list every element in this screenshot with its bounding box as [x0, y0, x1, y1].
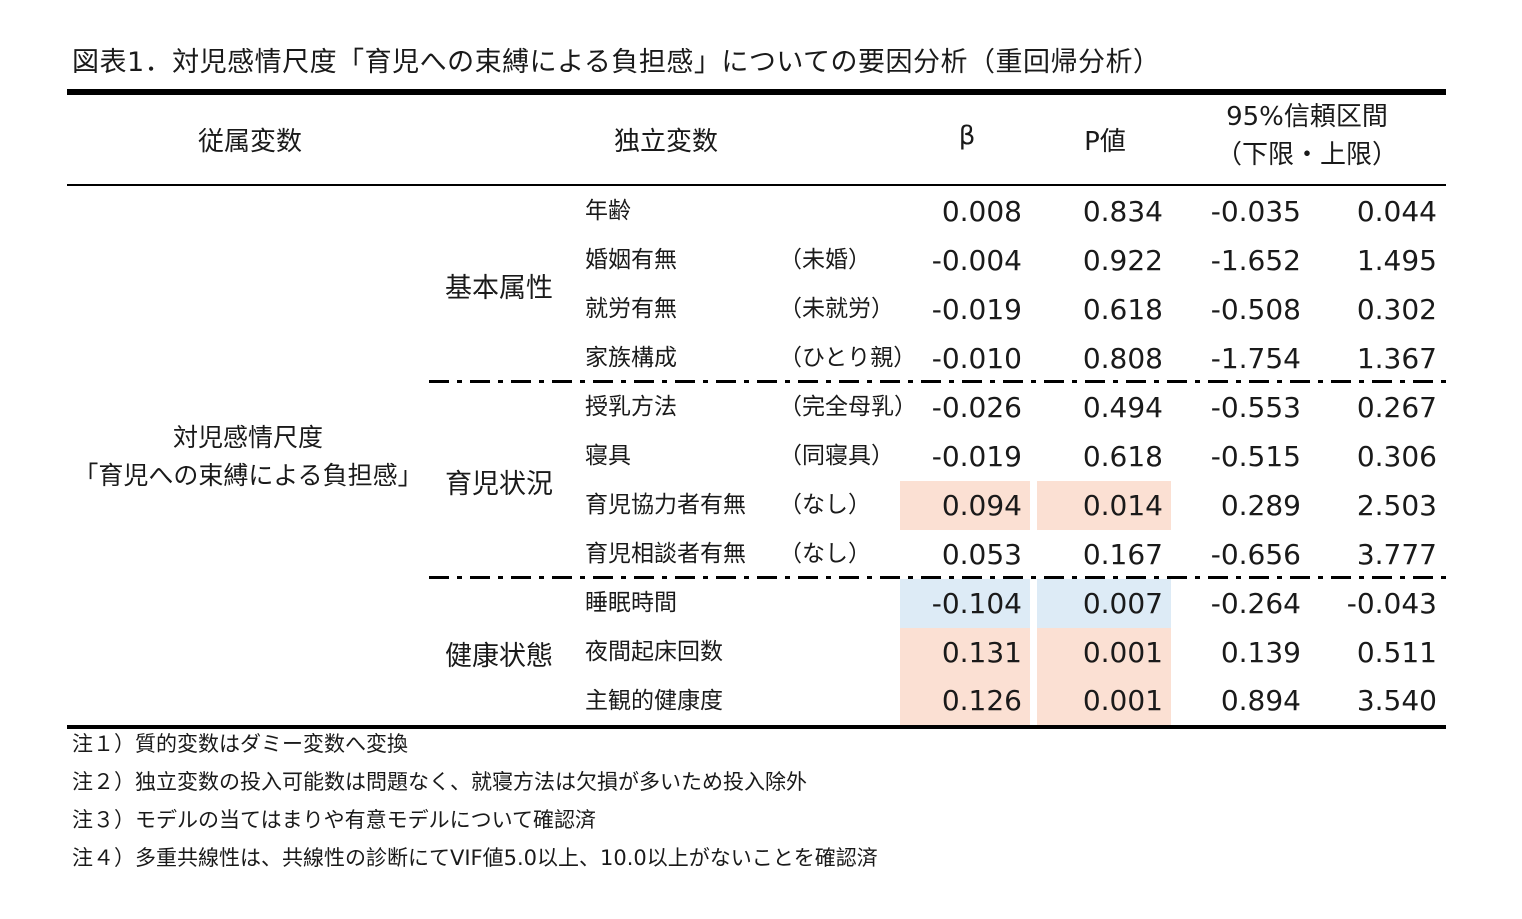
ci-upper: 1.367	[1356, 342, 1437, 375]
table-row: 婚姻有無 （未婚） -0.004 0.922 -1.652 1.495	[67, 236, 1446, 285]
p-value: 0.808	[1082, 342, 1163, 375]
reference-category: （同寝具）	[779, 443, 894, 469]
group-divider	[429, 380, 1446, 383]
reference-category: （ひとり親）	[779, 345, 917, 371]
reference-category: （なし）	[779, 492, 871, 518]
ci-lower: -0.264	[1210, 587, 1301, 620]
table-title: 図表1．対児感情尺度「育児への束縛による負担感」についての要因分析（重回帰分析）	[72, 47, 1161, 78]
header-beta: β	[958, 121, 976, 151]
table-row: 夜間起床回数 0.131 0.001 0.139 0.511	[67, 628, 1446, 677]
group-label: 基本属性	[445, 273, 553, 304]
table-row: 育児相談者有無 （なし） 0.053 0.167 -0.656 3.777	[67, 530, 1446, 579]
group-label: 健康状態	[445, 641, 553, 672]
beta-value: -0.019	[931, 440, 1022, 473]
beta-value: -0.010	[931, 342, 1022, 375]
table-row: 年齢 0.008 0.834 -0.035 0.044	[67, 187, 1446, 236]
p-value: 0.494	[1082, 391, 1163, 424]
ci-lower: -1.754	[1210, 342, 1301, 375]
ci-upper: 2.503	[1356, 489, 1437, 522]
ci-upper: 3.540	[1356, 684, 1437, 717]
table-row: 授乳方法 （完全母乳） -0.026 0.494 -0.553 0.267	[67, 383, 1446, 432]
ci-upper: 1.495	[1356, 244, 1437, 277]
p-value: 0.001	[1037, 628, 1171, 677]
ci-lower: -1.652	[1210, 244, 1301, 277]
table-row: 主観的健康度 0.126 0.001 0.894 3.540	[67, 677, 1446, 725]
p-value: 0.167	[1082, 538, 1163, 571]
table-row: 就労有無 （未就労） -0.019 0.618 -0.508 0.302	[67, 285, 1446, 334]
ci-lower: -0.035	[1210, 195, 1301, 228]
header-confidence-interval: 95%信頼区間 （下限・上限）	[1216, 98, 1398, 174]
beta-value: 0.094	[900, 481, 1030, 530]
ci-lower: -0.656	[1210, 538, 1301, 571]
ci-upper: 0.267	[1356, 391, 1437, 424]
reference-category: （なし）	[779, 541, 871, 567]
ci-lower: -0.508	[1210, 293, 1301, 326]
beta-value: -0.019	[931, 293, 1022, 326]
dependent-variable-line2: 「育児への束縛による負担感」	[73, 461, 423, 490]
table-row: 家族構成 （ひとり親） -0.010 0.808 -1.754 1.367	[67, 334, 1446, 383]
header-dependent: 従属変数	[197, 127, 303, 157]
variable-name: 主観的健康度	[585, 688, 723, 714]
regression-table: 従属変数 独立変数 β P値 95%信頼区間 （下限・上限） 対児感情尺度 「育…	[67, 89, 1446, 729]
variable-name: 婚姻有無	[585, 247, 677, 273]
ci-lower: 0.289	[1220, 489, 1301, 522]
footnote: 注４）多重共線性は、共線性の診断にてVIF値5.0以上、10.0以上がないことを…	[72, 846, 878, 870]
group-divider	[429, 576, 1446, 579]
reference-category: （未婚）	[779, 247, 871, 273]
beta-value: -0.026	[931, 391, 1022, 424]
reference-category: （未就労）	[779, 296, 894, 322]
p-value: 0.014	[1037, 481, 1171, 530]
ci-lower: 0.139	[1220, 636, 1301, 669]
variable-name: 年齢	[585, 198, 631, 224]
variable-name: 寝具	[585, 443, 631, 469]
beta-value: -0.104	[900, 579, 1030, 628]
beta-value: 0.131	[900, 628, 1030, 677]
ci-lower: 0.894	[1220, 684, 1301, 717]
footnote: 注１）質的変数はダミー変数へ変換	[72, 732, 408, 756]
ci-lower: -0.553	[1210, 391, 1301, 424]
table-row: 睡眠時間 -0.104 0.007 -0.264 -0.043	[67, 579, 1446, 628]
header-independent: 独立変数	[613, 127, 719, 157]
ci-upper: 0.302	[1356, 293, 1437, 326]
top-rule	[67, 89, 1446, 95]
table-row: 寝具 （同寝具） -0.019 0.618 -0.515 0.306	[67, 432, 1446, 481]
group-label: 育児状況	[445, 469, 553, 500]
header-ci-line2: （下限・上限）	[1215, 140, 1399, 170]
header-ci-line1: 95%信頼区間	[1226, 102, 1388, 132]
variable-name: 睡眠時間	[585, 590, 677, 616]
beta-value: 0.008	[941, 195, 1022, 228]
p-value: 0.618	[1082, 440, 1163, 473]
bottom-rule	[67, 725, 1446, 729]
variable-name: 育児協力者有無	[585, 492, 746, 518]
footnote: 注３）モデルの当てはまりや有意モデルについて確認済	[72, 808, 596, 832]
dependent-variable-line1: 対児感情尺度	[172, 423, 323, 452]
p-value: 0.001	[1037, 677, 1171, 725]
beta-value: 0.053	[941, 538, 1022, 571]
footnote: 注２）独立変数の投入可能数は問題なく、就寝方法は欠損が多いため投入除外	[72, 770, 807, 794]
variable-name: 育児相談者有無	[585, 541, 746, 567]
ci-upper: 3.777	[1356, 538, 1437, 571]
p-value: 0.007	[1037, 579, 1171, 628]
dependent-variable: 対児感情尺度 「育児への束縛による負担感」	[67, 419, 429, 495]
variable-name: 授乳方法	[585, 394, 677, 420]
ci-upper: 0.044	[1356, 195, 1437, 228]
ci-lower: -0.515	[1210, 440, 1301, 473]
ci-upper: 0.306	[1356, 440, 1437, 473]
variable-name: 家族構成	[585, 345, 677, 371]
p-value: 0.922	[1082, 244, 1163, 277]
header-p-value: P値	[1084, 127, 1126, 157]
ci-upper: -0.043	[1346, 587, 1437, 620]
ci-upper: 0.511	[1356, 636, 1437, 669]
variable-name: 就労有無	[585, 296, 677, 322]
p-value: 0.834	[1082, 195, 1163, 228]
reference-category: （完全母乳）	[779, 394, 917, 420]
p-value: 0.618	[1082, 293, 1163, 326]
beta-value: -0.004	[931, 244, 1022, 277]
beta-value: 0.126	[900, 677, 1030, 725]
header-rule	[67, 184, 1446, 186]
variable-name: 夜間起床回数	[585, 639, 723, 665]
table-row: 育児協力者有無 （なし） 0.094 0.014 0.289 2.503	[67, 481, 1446, 530]
